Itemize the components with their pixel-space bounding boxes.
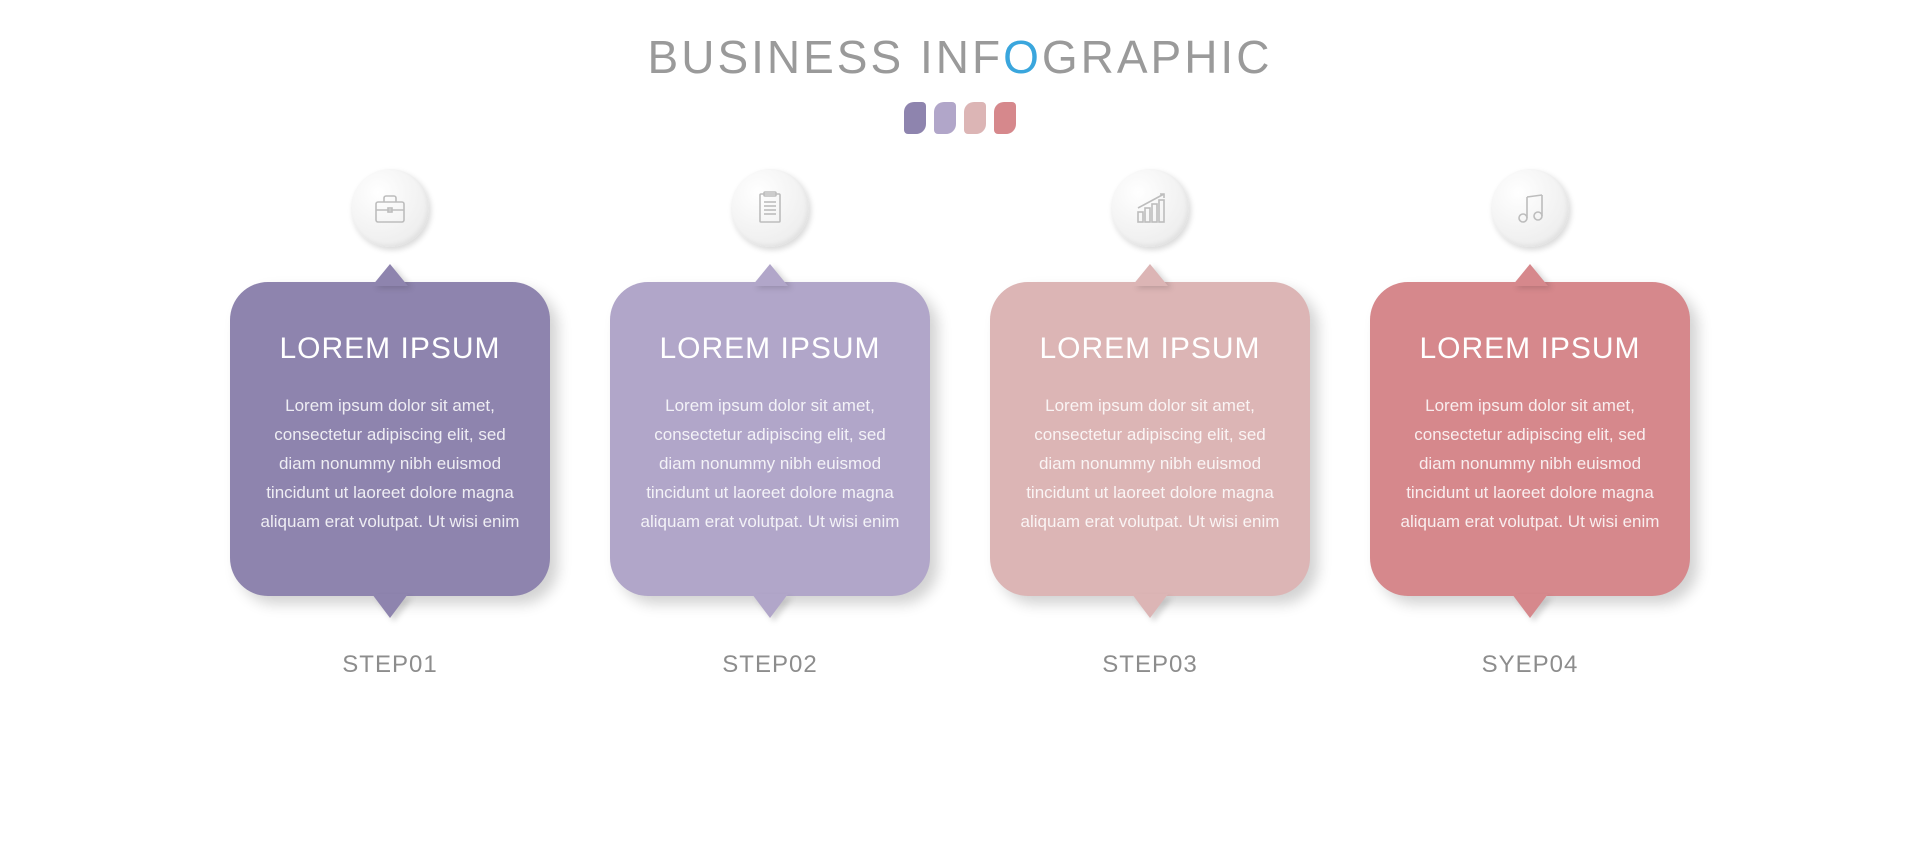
step-2-arrow-down xyxy=(752,594,788,618)
step-2-card-wrap: LOREM IPSUM Lorem ipsum dolor sit amet, … xyxy=(610,282,930,596)
step-3-card: LOREM IPSUM Lorem ipsum dolor sit amet, … xyxy=(990,282,1310,596)
step-2-icon-circle xyxy=(731,169,809,247)
step-1-body: Lorem ipsum dolor sit amet, consectetur … xyxy=(254,392,526,536)
step-3-body: Lorem ipsum dolor sit amet, consectetur … xyxy=(1014,392,1286,536)
step-1-arrow-down xyxy=(372,594,408,618)
step-3-title: LOREM IPSUM xyxy=(1014,332,1286,366)
step-4: LOREM IPSUM Lorem ipsum dolor sit amet, … xyxy=(1370,169,1690,679)
step-4-label: SYEP04 xyxy=(1482,651,1579,679)
step-1-label: STEP01 xyxy=(342,651,437,679)
steps-row: LOREM IPSUM Lorem ipsum dolor sit amet, … xyxy=(0,169,1920,679)
step-3: LOREM IPSUM Lorem ipsum dolor sit amet, … xyxy=(990,169,1310,679)
music-icon xyxy=(1510,188,1550,228)
step-2-card: LOREM IPSUM Lorem ipsum dolor sit amet, … xyxy=(610,282,930,596)
step-4-title: LOREM IPSUM xyxy=(1394,332,1666,366)
step-3-arrow-down xyxy=(1132,594,1168,618)
step-2-body: Lorem ipsum dolor sit amet, consectetur … xyxy=(634,392,906,536)
step-3-label: STEP03 xyxy=(1102,651,1197,679)
step-2-label: STEP02 xyxy=(722,651,817,679)
swatch-3 xyxy=(964,102,986,134)
title-post: GRAPHIC xyxy=(1042,31,1273,83)
color-swatches xyxy=(904,102,1016,134)
step-1-card: LOREM IPSUM Lorem ipsum dolor sit amet, … xyxy=(230,282,550,596)
step-2-title: LOREM IPSUM xyxy=(634,332,906,366)
document-icon xyxy=(750,188,790,228)
step-3-arrow-up xyxy=(1132,264,1168,286)
title-pre: BUSINESS INF xyxy=(648,31,1004,83)
step-1-icon-circle xyxy=(351,169,429,247)
step-4-icon-circle xyxy=(1491,169,1569,247)
step-1: LOREM IPSUM Lorem ipsum dolor sit amet, … xyxy=(230,169,550,679)
step-2-arrow-up xyxy=(752,264,788,286)
step-1-card-wrap: LOREM IPSUM Lorem ipsum dolor sit amet, … xyxy=(230,282,550,596)
step-4-card-wrap: LOREM IPSUM Lorem ipsum dolor sit amet, … xyxy=(1370,282,1690,596)
chart-icon xyxy=(1130,188,1170,228)
step-4-body: Lorem ipsum dolor sit amet, consectetur … xyxy=(1394,392,1666,536)
step-3-card-wrap: LOREM IPSUM Lorem ipsum dolor sit amet, … xyxy=(990,282,1310,596)
step-4-arrow-down xyxy=(1512,594,1548,618)
infographic-page: BUSINESS INFOGRAPHIC LOREM IPSUM L xyxy=(0,0,1920,862)
step-2: LOREM IPSUM Lorem ipsum dolor sit amet, … xyxy=(610,169,930,679)
swatch-1 xyxy=(904,102,926,134)
step-1-arrow-up xyxy=(372,264,408,286)
step-3-icon-circle xyxy=(1111,169,1189,247)
swatch-2 xyxy=(934,102,956,134)
step-4-arrow-up xyxy=(1512,264,1548,286)
step-4-card: LOREM IPSUM Lorem ipsum dolor sit amet, … xyxy=(1370,282,1690,596)
swatch-4 xyxy=(994,102,1016,134)
title-accent: O xyxy=(1003,31,1042,83)
step-1-title: LOREM IPSUM xyxy=(254,332,526,366)
page-title: BUSINESS INFOGRAPHIC xyxy=(648,30,1273,84)
briefcase-icon xyxy=(370,188,410,228)
